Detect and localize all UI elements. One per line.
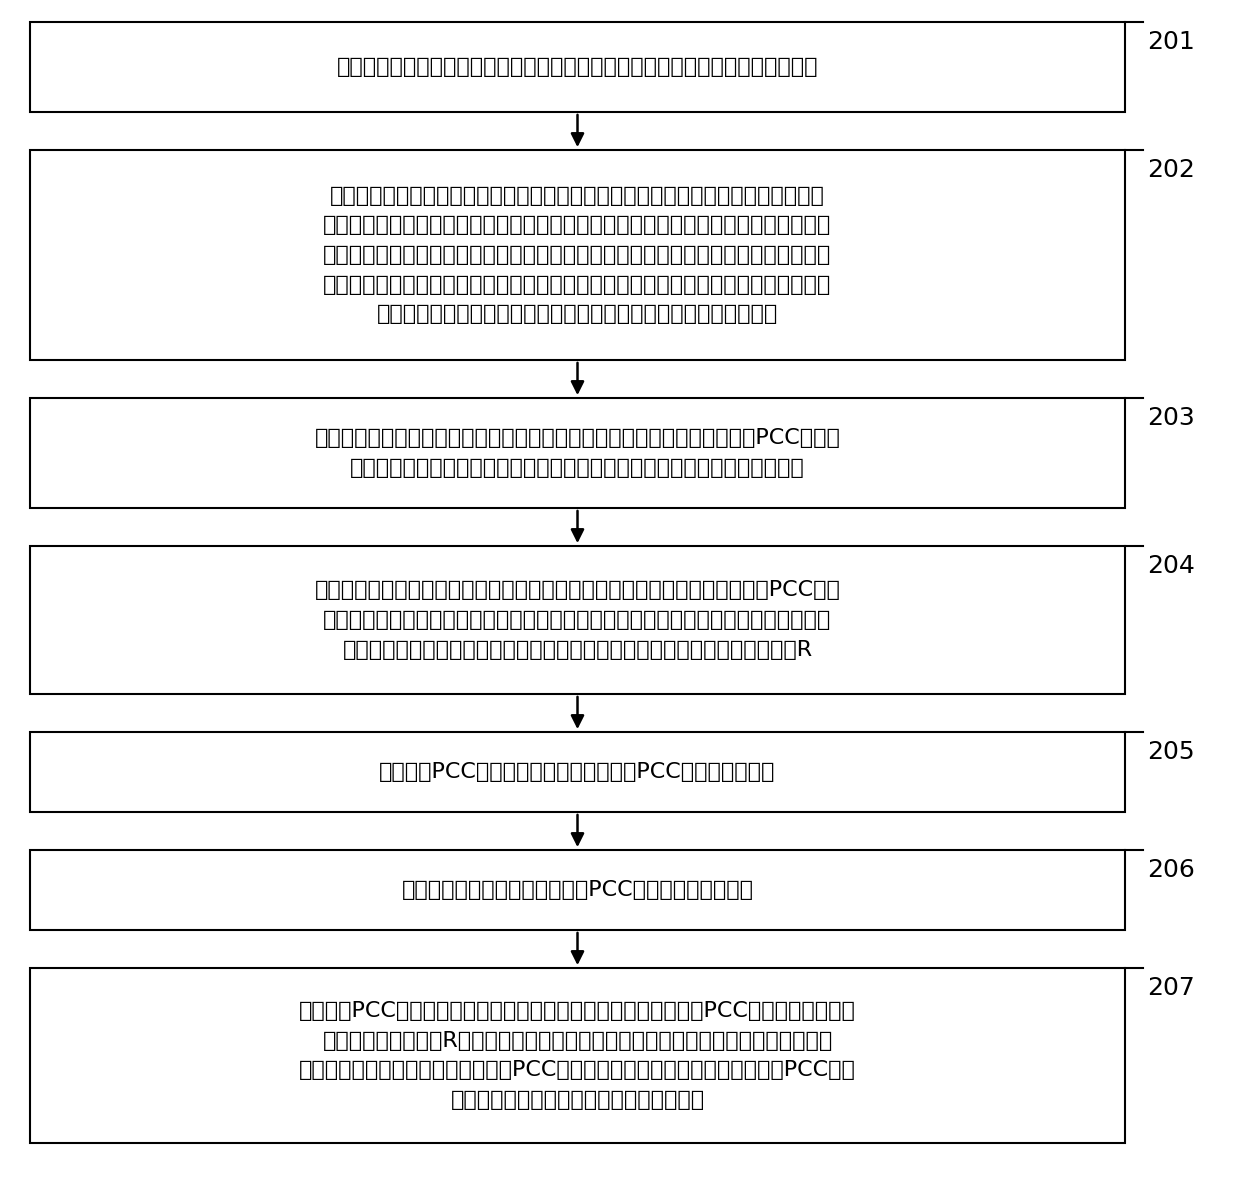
Text: 测量所述PCC点基准电压的闪变值和所述PCC点电压的闪变值: 测量所述PCC点基准电压的闪变值和所述PCC点电压的闪变值 bbox=[379, 762, 776, 782]
Text: 203: 203 bbox=[1147, 406, 1195, 430]
Bar bbox=[30, 546, 1125, 694]
Text: 202: 202 bbox=[1147, 158, 1195, 182]
Text: 207: 207 bbox=[1147, 976, 1195, 999]
Bar bbox=[30, 968, 1125, 1143]
Text: 将所述三路单相信号输入至虚拟电网数值模型，测量所述虚拟电网数值模型PCC点基准
电压，所述虚拟电网数值模型是根据虚拟电网模拟相电压瞬时值表达式构建的: 将所述三路单相信号输入至虚拟电网数值模型，测量所述虚拟电网数值模型PCC点基准 … bbox=[315, 429, 841, 478]
Text: 206: 206 bbox=[1147, 858, 1195, 882]
Text: 根据闪变值和闪变值，得到所述PCC点电压的闪变精度值: 根据闪变值和闪变值，得到所述PCC点电压的闪变精度值 bbox=[402, 880, 754, 900]
Text: 204: 204 bbox=[1147, 554, 1195, 578]
Text: 将所述三路单相信号输入至虚拟电网电路模型，测量所述虚拟电网电路模型中PCC点电
压；所述虚拟电网电路模型是根据虚拟电网的相图构建的，所述虚拟电网电路模型包括
所: 将所述三路单相信号输入至虚拟电网电路模型，测量所述虚拟电网电路模型中PCC点电 … bbox=[315, 581, 841, 660]
Bar bbox=[30, 850, 1125, 930]
Bar bbox=[30, 397, 1125, 508]
Bar bbox=[30, 22, 1125, 113]
Text: 对采集到的所述三相电流信号和所述三相电压信号进行分离和组合，得到三路单相信
号，所述三路单相信号包括由所述三相电流信号中的第一相电流信号和所述三相电压信
号中的: 对采集到的所述三相电流信号和所述三相电压信号进行分离和组合，得到三路单相信 号，… bbox=[324, 186, 832, 324]
Bar bbox=[30, 150, 1125, 360]
Text: 205: 205 bbox=[1147, 740, 1194, 764]
Text: 如果所述PCC点电压的闪变精度值未在预设精度范围内，根据所述PCC点电压的闪变精度
值调整所述并联电阻R的阻值并重新执行将所述三路单相信号输入至所述虚拟电网电路: 如果所述PCC点电压的闪变精度值未在预设精度范围内，根据所述PCC点电压的闪变精… bbox=[299, 1001, 856, 1110]
Bar bbox=[30, 733, 1125, 812]
Text: 201: 201 bbox=[1147, 30, 1195, 54]
Text: 对风力发电机组中的单台风力发电机输出的三相电流信号和三相电压信号进行采样: 对风力发电机组中的单台风力发电机输出的三相电流信号和三相电压信号进行采样 bbox=[337, 57, 818, 77]
